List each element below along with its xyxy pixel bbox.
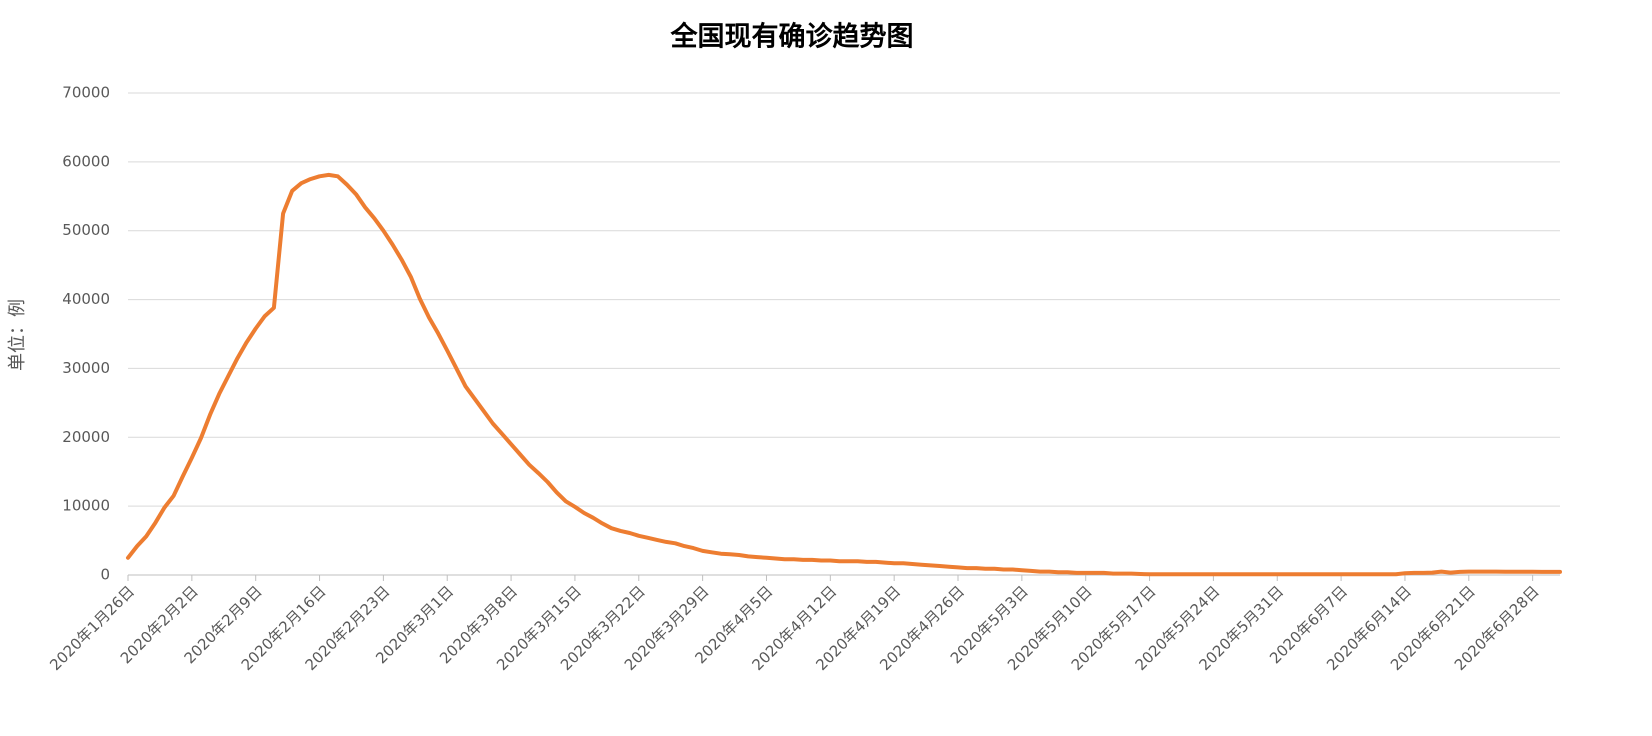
y-tick-label: 70000 [62, 84, 110, 102]
y-tick-label: 60000 [62, 152, 110, 170]
y-tick-label: 20000 [62, 428, 110, 446]
y-axis-label: 单位：例 [7, 299, 28, 371]
chart-title: 全国现有确诊趋势图 [670, 21, 914, 53]
y-tick-label: 50000 [62, 221, 110, 239]
y-tick-label: 30000 [62, 359, 110, 377]
y-tick-label: 10000 [62, 497, 110, 515]
y-tick-label: 40000 [62, 290, 110, 308]
data-line [126, 172, 1562, 577]
y-tick-label: 0 [100, 566, 110, 584]
